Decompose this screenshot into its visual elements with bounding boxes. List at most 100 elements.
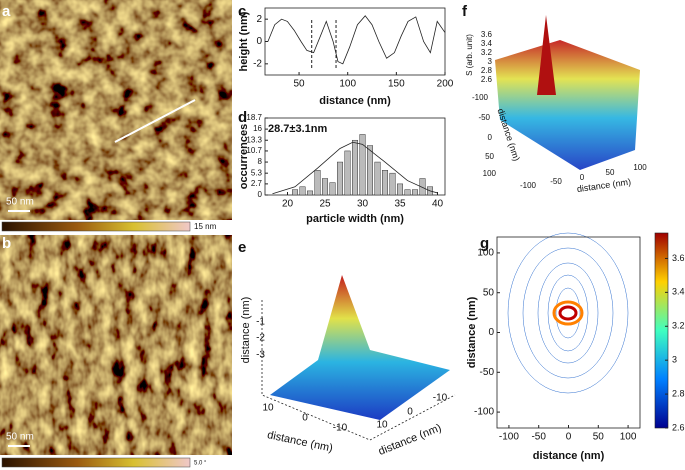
z-axis-label: distance (nm) (240, 297, 252, 364)
z-tick-label: -1 (256, 317, 265, 328)
bar (292, 189, 298, 196)
x-axis-label: distance (nm) (266, 429, 334, 455)
y-tick-label: 100 (483, 169, 497, 178)
x-tick-label: 50 (593, 432, 605, 443)
y-tick-label: 2.7 (251, 179, 263, 188)
bar (352, 139, 358, 196)
panel-label: b (2, 235, 11, 252)
x-tick-label: -10 (333, 423, 348, 434)
bar (412, 189, 418, 196)
panel-label: c (238, 3, 246, 20)
colorbar-label: 5.0 ° (194, 461, 207, 467)
x-tick-label: 30 (357, 199, 369, 210)
scale-bar (8, 445, 30, 447)
surface-e (270, 275, 450, 420)
x-axis-label: particle width (nm) (306, 213, 404, 225)
y-tick-label: 0 (488, 327, 494, 338)
bar (382, 170, 388, 196)
y-tick-label: 100 (477, 248, 494, 259)
scale-label: 50 nm (6, 432, 34, 443)
y-tick-label: -10 (433, 393, 448, 404)
y-tick-label: -100 (474, 407, 494, 418)
x-tick-label: 100 (620, 432, 637, 443)
peak (537, 15, 556, 95)
x-tick-label: 10 (262, 403, 274, 414)
x-tick-label: 100 (339, 79, 356, 90)
line (267, 15, 446, 65)
x-tick-label: 100 (633, 163, 647, 172)
annotation: 28.7±3.1nm (268, 123, 327, 135)
y-tick-label: 0 (258, 190, 263, 199)
axes-frame (264, 7, 446, 76)
y-axis-label: occurrences (238, 124, 250, 189)
colorbar-tick-label: 3.2 (672, 321, 685, 331)
x-tick-label: 0 (302, 413, 308, 424)
y-tick-label: 18.7 (246, 113, 262, 122)
colorbar-b (1, 457, 191, 468)
bar (329, 182, 336, 196)
y-tick-label: -100 (472, 93, 489, 102)
z-tick-label: 2.8 (481, 66, 493, 75)
contour-peak (558, 305, 578, 321)
x-axis-label: distance (nm) (576, 177, 631, 194)
y-tick-label: 0 (407, 407, 413, 418)
fit-curve (272, 141, 438, 195)
y-tick-label: 2 (256, 14, 262, 25)
x-tick-label: 35 (394, 199, 406, 210)
panel-label: g (480, 235, 489, 252)
scale-bar (8, 210, 30, 212)
scale-label: 50 nm (6, 197, 34, 208)
bar (419, 178, 426, 196)
z-axis-label: S (arb. unit) (465, 34, 474, 76)
panel-label: d (238, 109, 247, 126)
colorbar-tick-label: 3.6 (672, 253, 685, 263)
x-tick-label: 20 (282, 199, 294, 210)
x-tick-label: 0 (566, 432, 572, 443)
z-tick-label: 3.4 (481, 39, 493, 48)
contour-peak (552, 300, 584, 326)
x-tick-label: 150 (388, 79, 405, 90)
y-tick-label: 16 (253, 124, 262, 133)
y-tick-label: 50 (483, 287, 495, 298)
y-tick-label: 0 (256, 36, 262, 47)
colorbar-tick-label: 3.4 (672, 287, 685, 297)
colorbar-tick-label: 2.8 (672, 388, 685, 398)
y-tick-label: 13.3 (246, 135, 262, 144)
panel-label: e (238, 239, 246, 256)
panel-label: f (462, 3, 468, 20)
x-tick-label: 200 (437, 79, 454, 90)
colorbar-a (1, 221, 191, 232)
bar (299, 186, 306, 196)
z-tick-label: -3 (256, 350, 265, 361)
y-tick-label: -2 (253, 58, 262, 69)
surface-f (495, 40, 640, 170)
profile-line (114, 99, 196, 143)
y-tick-label: 50 (485, 152, 494, 161)
bar (307, 190, 313, 196)
bar (337, 161, 343, 196)
z-tick-label: 3 (488, 57, 493, 66)
x-tick-label: -50 (531, 432, 546, 443)
y-tick-label: 8 (258, 157, 263, 166)
bar (344, 150, 351, 196)
y-tick-label: 0 (488, 133, 493, 142)
colorbar-tick-label: 2.6 (672, 422, 685, 432)
bar (404, 189, 411, 196)
contour-lines (507, 232, 629, 394)
z-tick-label: 3.6 (481, 30, 493, 39)
y-tick-label: 5.3 (251, 168, 263, 177)
z-tick-label: 2.6 (481, 75, 493, 84)
panel-label: a (2, 3, 11, 20)
bar (374, 161, 381, 196)
box-e (261, 300, 456, 441)
x-axis-label: distance (nm) (533, 450, 605, 462)
colorbar-tick-label: 3 (672, 355, 677, 365)
y-tick-label: -50 (480, 367, 495, 378)
y-axis-label: distance (nm) (466, 296, 478, 368)
y-tick-label: 10 (376, 420, 388, 431)
x-axis-label: distance (nm) (319, 95, 391, 107)
x-tick-label: -100 (499, 432, 519, 443)
x-tick-label: 0 (580, 173, 585, 182)
afm-image-b (0, 235, 232, 455)
x-tick-label: -50 (550, 177, 562, 186)
